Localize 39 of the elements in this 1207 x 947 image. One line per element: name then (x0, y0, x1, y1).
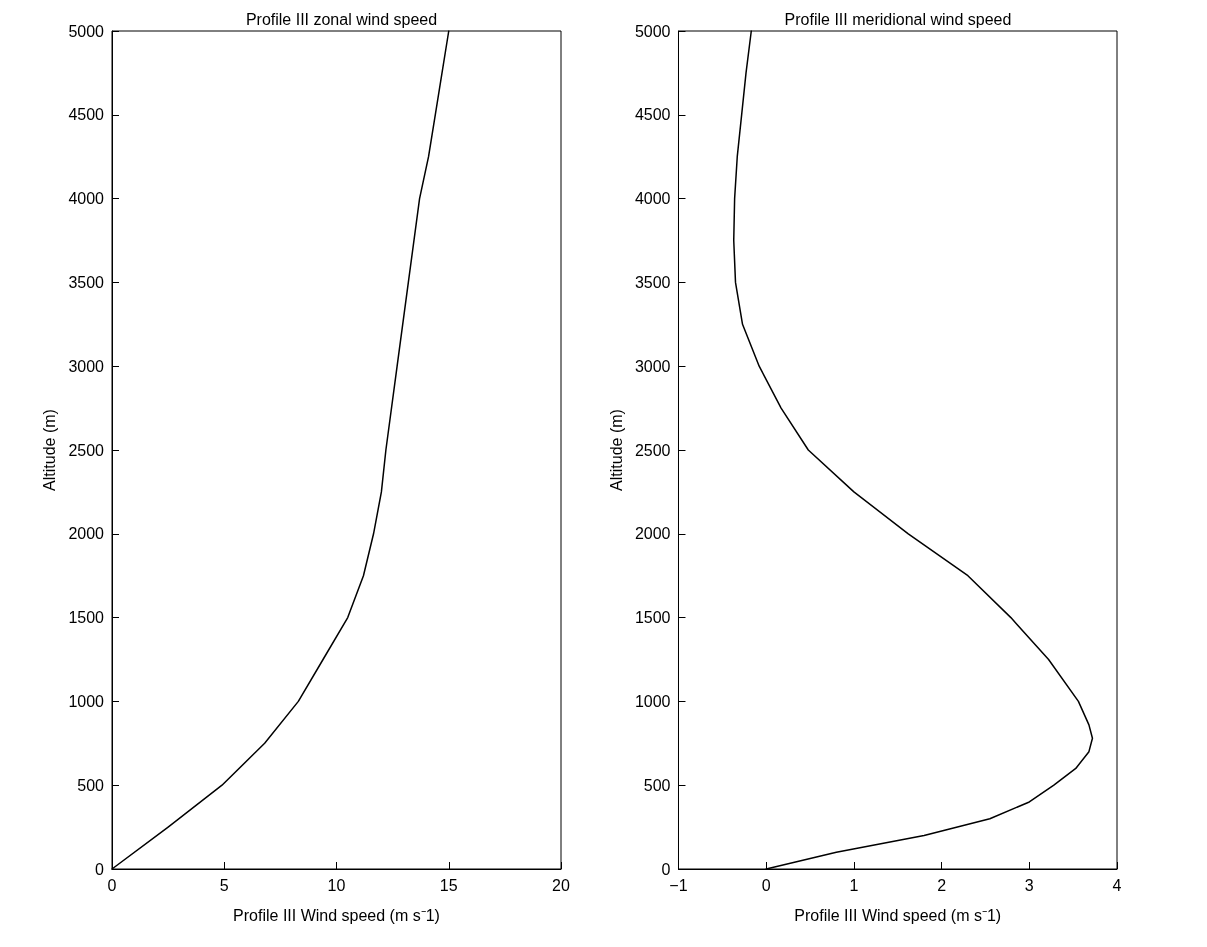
y-tick-label: 0 (661, 860, 671, 878)
chart-title: Profile III zonal wind speed (245, 10, 438, 28)
x-tick-label: 2 (937, 876, 947, 894)
y-tick-label: 2500 (634, 441, 671, 459)
x-tick-label: 20 (552, 876, 570, 894)
x-tick-label: 10 (327, 876, 346, 894)
y-tick-label: 4500 (634, 106, 671, 124)
y-tick-label: 3000 (68, 357, 105, 375)
chart-title: Profile III meridional wind speed (784, 10, 1012, 28)
y-tick-label: 1000 (634, 692, 671, 710)
y-tick-label: 4500 (68, 106, 105, 124)
y-tick-label: 1500 (68, 609, 105, 627)
x-tick-label: −1 (669, 876, 688, 894)
y-tick-label: 500 (643, 776, 671, 794)
y-tick-label: 3500 (68, 273, 105, 291)
x-tick-label: 15 (439, 876, 458, 894)
y-tick-label: 3500 (634, 273, 671, 291)
y-tick-label: 2000 (634, 525, 671, 543)
x-tick-label: 3 (1024, 876, 1034, 894)
x-tick-label: 0 (107, 876, 117, 894)
y-tick-label: 1500 (634, 609, 671, 627)
x-tick-label: 4 (1112, 876, 1122, 894)
x-tick-label: 0 (761, 876, 771, 894)
y-axis-title: Altitude (m) (41, 409, 59, 491)
y-tick-label: 2000 (68, 525, 105, 543)
y-tick-label: 5000 (68, 22, 105, 40)
y-tick-label: 2500 (68, 441, 105, 459)
y-tick-label: 5000 (634, 22, 671, 40)
y-tick-label: 1000 (68, 692, 105, 710)
y-tick-label: 4000 (634, 190, 671, 208)
y-axis-title: Altitude (m) (607, 409, 625, 491)
x-axis-title: Profile III Wind speed (m s⁻1) (794, 906, 1002, 924)
x-axis-title: Profile III Wind speed (m s⁻1) (233, 906, 440, 924)
y-tick-label: 500 (77, 776, 105, 794)
y-tick-label: 4000 (68, 190, 105, 208)
y-tick-label: 3000 (634, 357, 671, 375)
x-tick-label: 5 (219, 876, 229, 894)
y-tick-label: 0 (95, 860, 105, 878)
x-tick-label: 1 (849, 876, 859, 894)
